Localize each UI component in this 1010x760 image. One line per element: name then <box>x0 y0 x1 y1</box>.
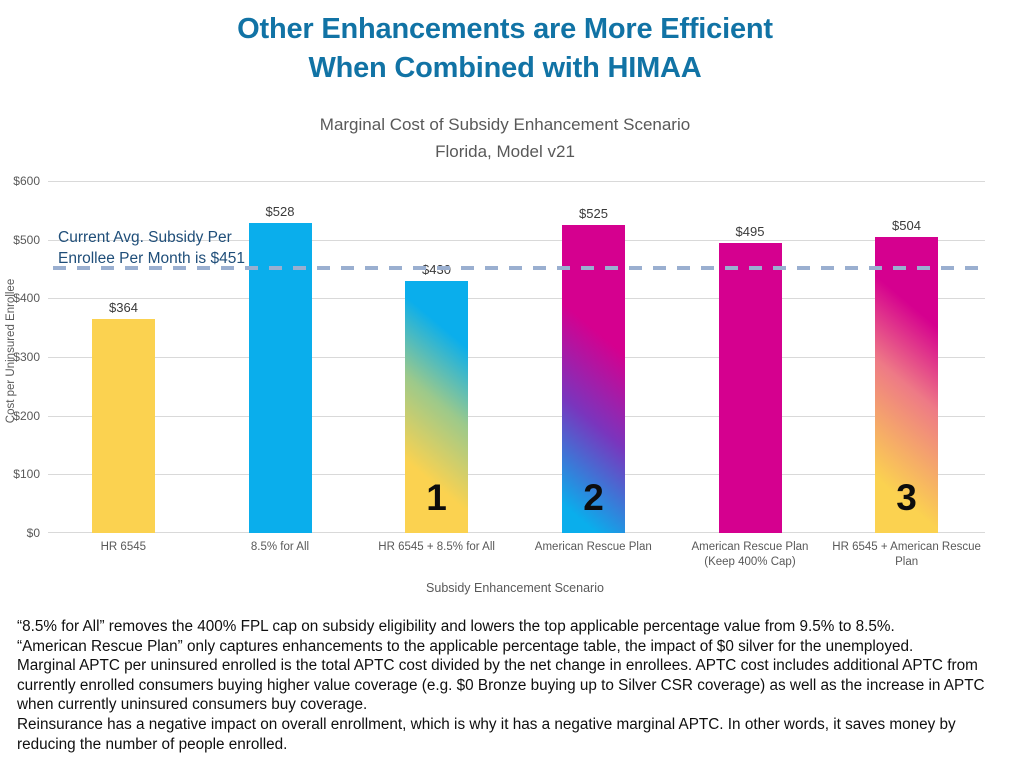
bar-american-rescue-plan: $525 2 <box>562 206 625 533</box>
y-tick-0: $0 <box>26 526 40 540</box>
footnotes: “8.5% for All” removes the 400% FPL cap … <box>0 617 1010 754</box>
gridline-500 <box>48 239 985 241</box>
bar-value-label: $495 <box>732 223 768 239</box>
bar-number-3: 3 <box>896 477 917 518</box>
gridline-400 <box>48 298 985 300</box>
chart-title-line2: Florida, Model v21 <box>435 142 575 161</box>
page-title-line1: Other Enhancements are More Efficient <box>237 13 773 45</box>
x-label-hr6545: HR 6545 <box>100 541 147 553</box>
chart-title: Marginal Cost of Subsidy Enhancement Sce… <box>0 111 1010 165</box>
x-axis-line <box>48 532 985 533</box>
bar-value-label: $504 <box>889 218 924 234</box>
footnote-reinsurance: Reinsurance has a negative impact on ove… <box>17 715 956 753</box>
footnote-arp: “American Rescue Plan” only captures enh… <box>17 637 914 655</box>
y-tick-500: $500 <box>13 232 40 247</box>
gridline-600 <box>48 181 985 182</box>
annotation-line2: Enrollee Per Month is $451 <box>58 250 245 267</box>
bar-value-label: $364 <box>106 300 141 316</box>
y-tick-400: $400 <box>13 291 40 306</box>
reference-line-451 <box>53 266 983 271</box>
reference-line-annotation: Current Avg. Subsidy Per Enrollee Per Mo… <box>58 227 245 269</box>
x-label-hr6545-plus-arp: HR 6545 + American Rescue Plan <box>832 541 981 568</box>
bar-value-label: $528 <box>262 204 298 220</box>
x-axis-title: Subsidy Enhancement Scenario <box>426 581 604 595</box>
page-title-line2: When Combined with HIMAA <box>308 52 702 84</box>
bar-arp-keep-400-cap: $495 <box>718 223 782 533</box>
y-tick-200: $200 <box>13 408 40 423</box>
footnote-marginal-aptc: Marginal APTC per uninsured enrolled is … <box>17 657 985 714</box>
x-label-arp-keep-400-cap: American Rescue Plan (Keep 400% Cap) <box>691 541 809 568</box>
y-tick-100: $100 <box>13 467 40 482</box>
bar-hr6545-plus-85: $430 1 <box>405 261 468 533</box>
x-label-hr6545-plus-85: HR 6545 + 8.5% for All <box>378 541 495 553</box>
bar-hr6545: $364 <box>92 300 155 533</box>
bar-number-2: 2 <box>583 477 604 518</box>
bar-chart: Cost per Uninsured Enrollee $600 $500 $4… <box>5 174 985 595</box>
gridline-100 <box>48 474 985 476</box>
x-label-arp: American Rescue Plan <box>534 541 652 553</box>
y-tick-600: $600 <box>13 174 40 188</box>
x-label-85-for-all: 8.5% for All <box>250 541 310 553</box>
bar-85-for-all: $528 <box>248 204 312 533</box>
bar-number-1: 1 <box>426 477 447 518</box>
annotation-line1: Current Avg. Subsidy Per <box>58 229 232 246</box>
y-tick-300: $300 <box>13 350 40 364</box>
chart-title-line1: Marginal Cost of Subsidy Enhancement Sce… <box>319 115 691 134</box>
plot-area: Current Avg. Subsidy Per Enrollee Per Mo… <box>45 181 985 533</box>
bar-value-label: $525 <box>576 206 611 221</box>
gridline-300 <box>48 357 985 358</box>
x-axis-labels: HR 6545 8.5% for All HR 6545 + 8.5% for … <box>45 540 985 570</box>
gridline-200 <box>48 415 985 417</box>
footnote-85-for-all: “8.5% for All” removes the 400% FPL cap … <box>17 618 895 635</box>
page-title: Other Enhancements are More Efficient Wh… <box>0 10 1010 88</box>
bar-hr6545-plus-arp: $504 3 <box>875 218 938 533</box>
